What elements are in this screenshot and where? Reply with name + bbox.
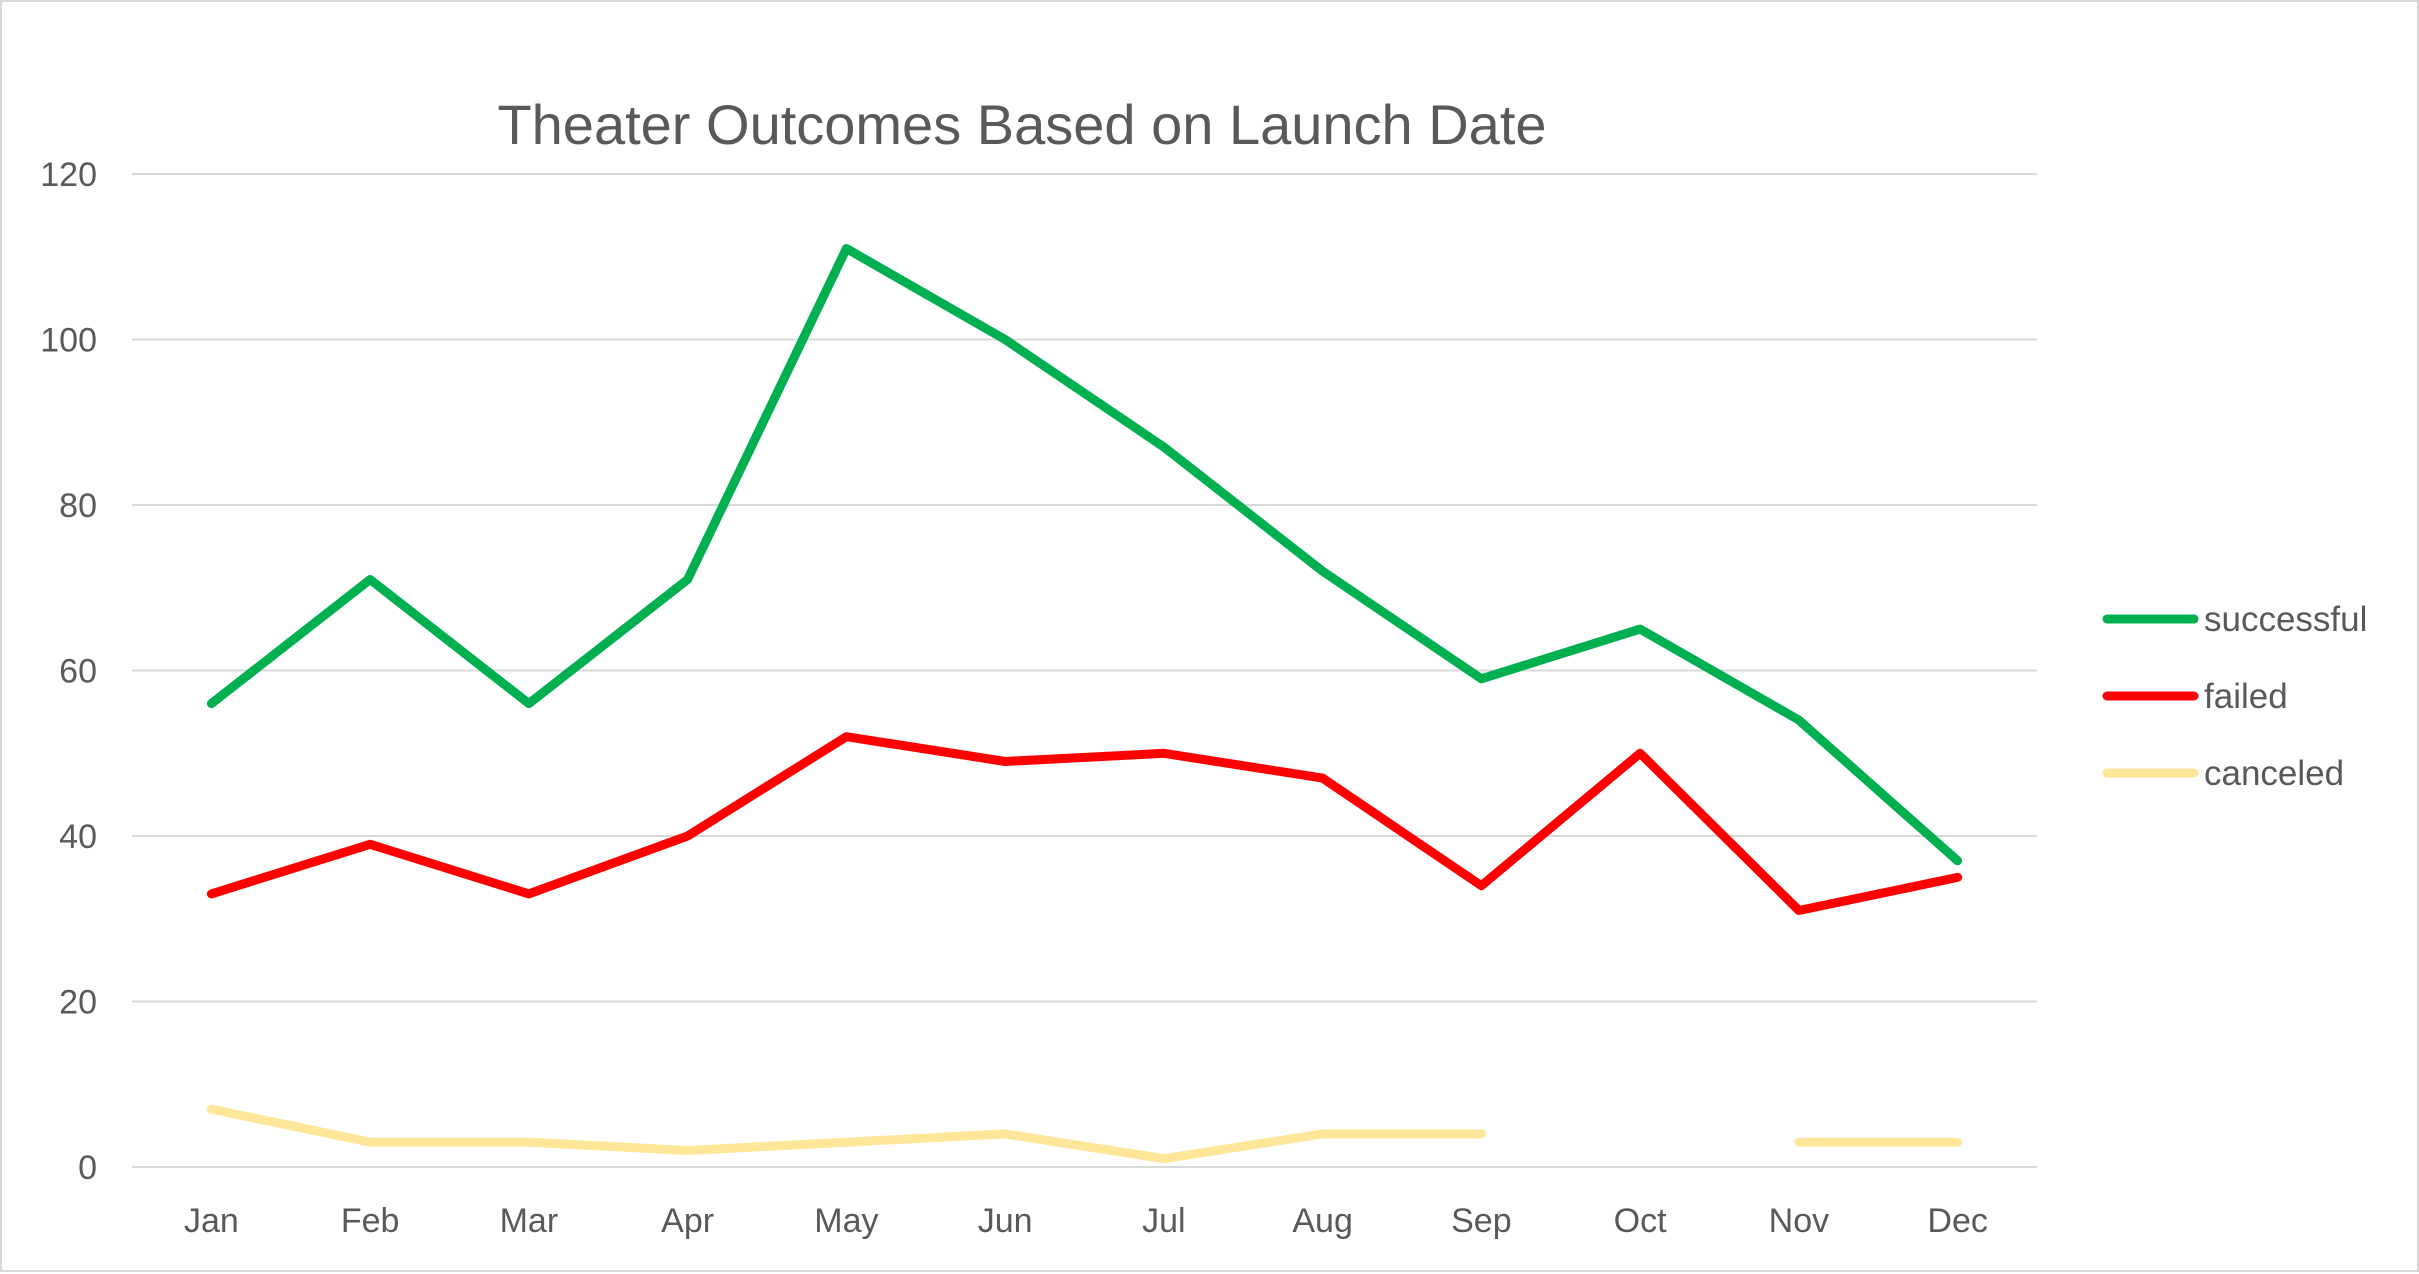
y-tick-label: 80 <box>59 487 97 525</box>
series-lines <box>206 244 1963 1164</box>
x-tick-label: Jan <box>184 1202 239 1240</box>
gridlines <box>132 173 2037 1168</box>
legend-label-canceled: canceled <box>2204 754 2344 793</box>
series-line-canceled-segment-1 <box>206 1104 1486 1164</box>
x-tick-label: May <box>814 1202 878 1240</box>
legend-label-failed: failed <box>2204 677 2288 716</box>
x-tick-label: Apr <box>661 1202 714 1240</box>
y-axis-tick-labels: 0 20 40 60 80 100 120 <box>40 156 97 1187</box>
x-tick-label: Jun <box>978 1202 1033 1240</box>
x-tick-label: Feb <box>341 1202 400 1240</box>
x-tick-label: Jul <box>1142 1202 1185 1240</box>
y-tick-label: 60 <box>59 653 97 691</box>
x-tick-label: Aug <box>1292 1202 1353 1240</box>
x-tick-label: Nov <box>1769 1202 1829 1240</box>
x-axis-tick-labels: Jan Feb Mar Apr May Jun Jul Aug Sep Oct Nov Dec <box>184 1202 1988 1240</box>
series-line-successful-segment-1 <box>206 244 1963 866</box>
x-tick-label: Dec <box>1927 1202 1987 1240</box>
y-tick-label: 100 <box>40 322 97 360</box>
chart-title: Theater Outcomes Based on Launch Date <box>497 93 1546 156</box>
legend-label-successful: successful <box>2204 600 2367 639</box>
series-line-failed-segment-1 <box>206 732 1963 915</box>
y-tick-label: 120 <box>40 156 97 194</box>
x-tick-label: Oct <box>1614 1202 1667 1240</box>
x-tick-label: Mar <box>500 1202 559 1240</box>
x-tick-label: Sep <box>1451 1202 1512 1240</box>
y-tick-label: 40 <box>59 818 97 856</box>
y-tick-label: 0 <box>78 1149 97 1187</box>
legend: successful failed canceled <box>2102 600 2367 793</box>
y-tick-label: 20 <box>59 984 97 1022</box>
